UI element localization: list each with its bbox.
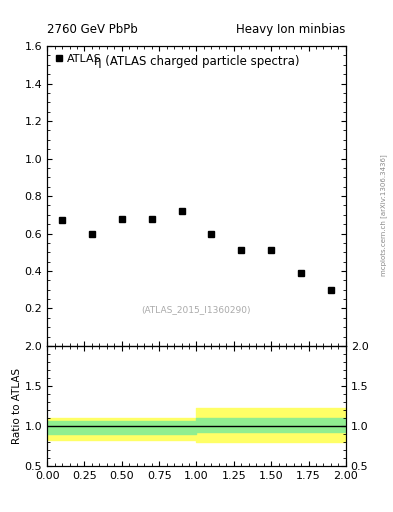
Y-axis label: Ratio to ATLAS: Ratio to ATLAS <box>12 368 22 444</box>
Text: 2760 GeV PbPb: 2760 GeV PbPb <box>47 24 138 36</box>
Text: (ATLAS_2015_I1360290): (ATLAS_2015_I1360290) <box>142 306 251 314</box>
Text: Heavy Ion minbias: Heavy Ion minbias <box>237 24 346 36</box>
Text: mcplots.cern.ch [arXiv:1306.3436]: mcplots.cern.ch [arXiv:1306.3436] <box>380 154 387 276</box>
Legend: ATLAS: ATLAS <box>50 50 107 68</box>
Text: η (ATLAS charged particle spectra): η (ATLAS charged particle spectra) <box>94 55 299 68</box>
